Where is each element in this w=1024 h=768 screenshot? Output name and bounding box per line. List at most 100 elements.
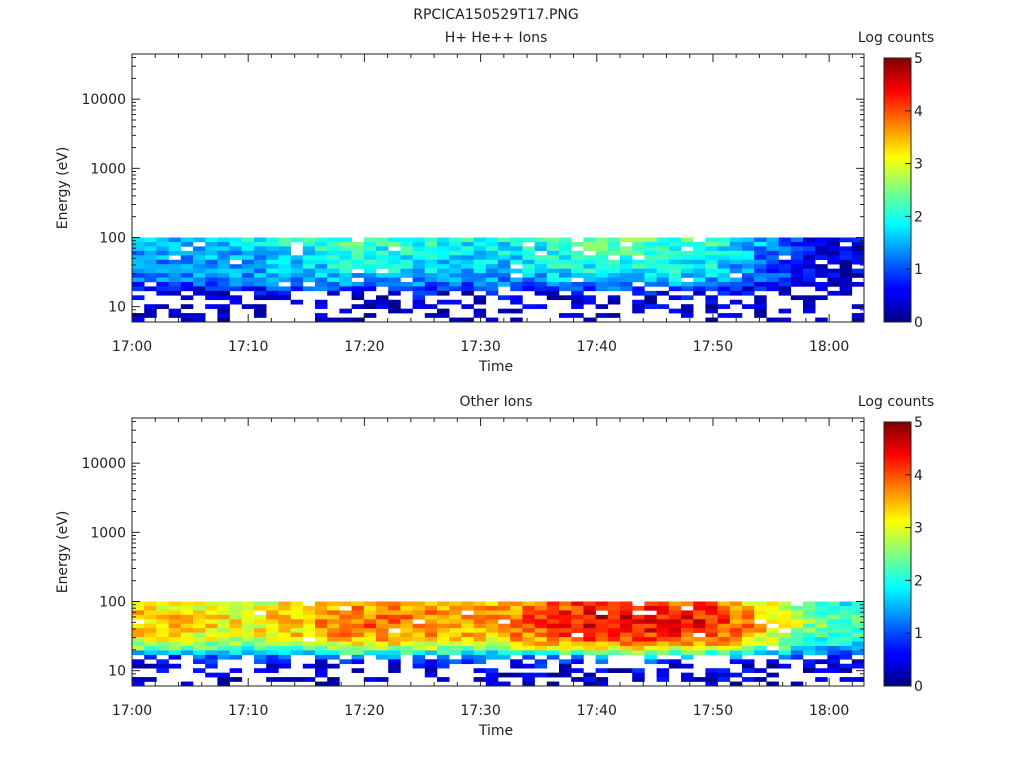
heatmap-cell: [473, 614, 487, 620]
heatmap-cell: [302, 237, 316, 243]
heatmap-cell: [498, 259, 511, 265]
heatmap-cell: [193, 250, 206, 256]
heatmap-cell: [449, 614, 462, 620]
x-tick-label: 18:00: [809, 339, 849, 355]
heatmap-cell: [266, 259, 279, 265]
heatmap-cell: [729, 264, 743, 269]
heatmap-cell: [168, 601, 182, 607]
heatmap-cell: [851, 637, 864, 642]
heatmap-cell: [229, 654, 243, 660]
heatmap-cell: [376, 304, 389, 309]
heatmap-cell: [766, 250, 779, 256]
heatmap-cell: [534, 264, 548, 269]
heatmap-cell: [559, 614, 572, 620]
heatmap-cell: [339, 250, 352, 256]
heatmap-cell: [681, 308, 694, 314]
heatmap-cell: [717, 286, 731, 292]
heatmap-cell: [705, 237, 718, 243]
heatmap-cell: [717, 304, 731, 309]
heatmap-cell: [705, 650, 718, 656]
heatmap-cell: [827, 255, 840, 261]
heatmap-cell: [327, 317, 340, 322]
heatmap-cell: [717, 237, 731, 243]
heatmap-cell: [424, 246, 438, 252]
heatmap-cell: [388, 663, 401, 669]
heatmap-cell: [754, 628, 767, 633]
heatmap-cell: [339, 623, 352, 629]
heatmap-cell: [583, 681, 596, 686]
colorbar: [883, 57, 912, 323]
heatmap-cell: [339, 317, 352, 322]
heatmap-cell: [803, 610, 816, 616]
heatmap-cell: [254, 295, 267, 301]
heatmap-cell: [632, 632, 645, 638]
heatmap-cell: [534, 650, 548, 656]
heatmap-cell: [656, 290, 670, 296]
heatmap-cell: [168, 264, 182, 269]
heatmap-cell: [729, 255, 743, 261]
heatmap-cell: [559, 295, 572, 301]
heatmap-cell: [217, 672, 230, 678]
heatmap-cell: [681, 632, 694, 638]
heatmap-cell: [766, 681, 779, 686]
heatmap-cell: [559, 255, 572, 261]
heatmap-cell: [522, 601, 535, 607]
heatmap-cell: [400, 250, 413, 256]
heatmap-cell: [168, 273, 182, 278]
heatmap-cell: [266, 246, 279, 252]
heatmap-cell: [778, 637, 792, 642]
heatmap-cell: [376, 610, 389, 616]
heatmap-cell: [485, 241, 499, 247]
heatmap-cell: [254, 277, 267, 283]
heatmap-cell: [327, 610, 340, 616]
heatmap-cell: [144, 255, 157, 261]
heatmap-cell: [717, 628, 731, 633]
heatmap-cell: [510, 623, 523, 629]
heatmap-cell: [193, 255, 206, 261]
heatmap-cell: [180, 255, 194, 261]
heatmap-cell: [534, 659, 548, 665]
heatmap-cell: [815, 659, 828, 665]
heatmap-cell: [473, 641, 487, 647]
heatmap-cell: [522, 641, 535, 647]
heatmap-cell: [546, 277, 560, 283]
heatmap-cell: [302, 663, 316, 669]
heatmap-cell: [681, 250, 694, 256]
heatmap-cell: [681, 281, 694, 287]
heatmap-cell: [254, 246, 267, 252]
heatmap-cell: [607, 650, 621, 656]
heatmap-cell: [815, 614, 828, 620]
heatmap-cell: [583, 619, 596, 625]
heatmap-cell: [815, 601, 828, 607]
heatmap-cell: [168, 268, 182, 274]
heatmap-cell: [644, 281, 657, 287]
heatmap-cell: [132, 277, 145, 283]
heatmap-cell: [839, 259, 853, 265]
heatmap-cell: [717, 641, 731, 647]
heatmap-cell: [241, 605, 255, 611]
heatmap-cell: [729, 250, 743, 256]
heatmap-cell: [485, 632, 499, 638]
heatmap-cell: [668, 650, 682, 656]
heatmap-cell: [144, 650, 157, 656]
heatmap-cell: [522, 614, 535, 620]
heatmap-cell: [571, 650, 584, 656]
heatmap-cell: [327, 654, 340, 660]
heatmap-cell: [327, 255, 340, 261]
heatmap-cell: [168, 650, 182, 656]
heatmap-cell: [632, 246, 645, 252]
heatmap-cell: [327, 264, 340, 269]
heatmap-cell: [376, 645, 389, 651]
heatmap-cell: [595, 259, 609, 265]
heatmap-cell: [266, 645, 279, 651]
heatmap-cell: [351, 605, 365, 611]
heatmap-cell: [607, 601, 621, 607]
heatmap-cell: [607, 614, 621, 620]
heatmap-cell: [607, 268, 621, 274]
heatmap-cell: [729, 632, 743, 638]
heatmap-cell: [302, 273, 316, 278]
heatmap-cell: [729, 246, 743, 252]
heatmap-cell: [217, 313, 230, 318]
heatmap-cell: [412, 605, 426, 611]
heatmap-cell: [424, 241, 438, 247]
